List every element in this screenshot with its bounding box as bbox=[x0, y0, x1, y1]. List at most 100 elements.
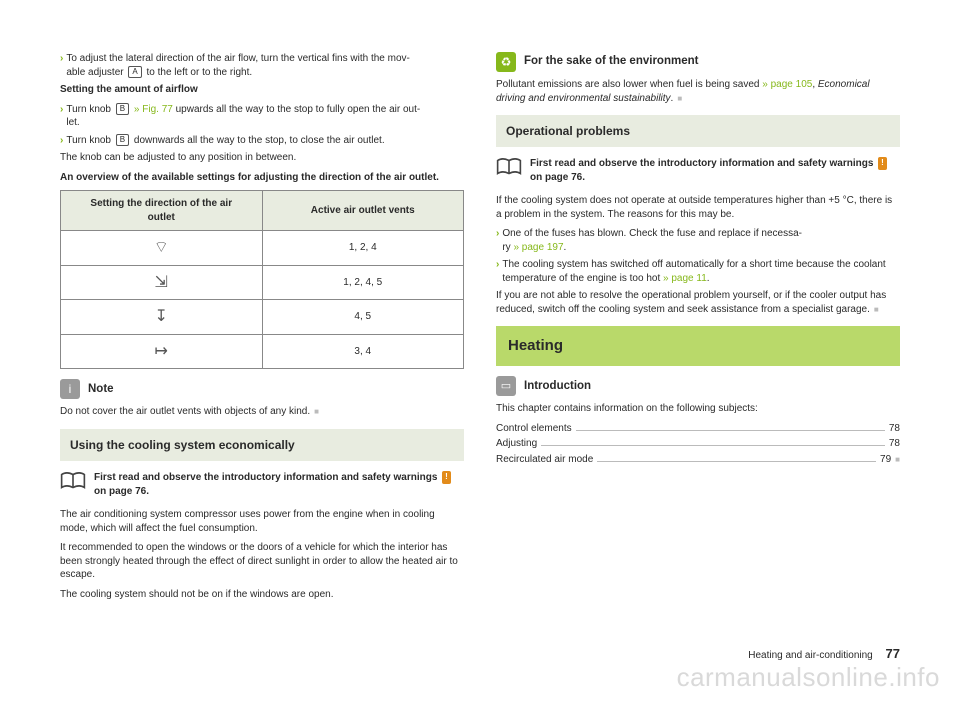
bullet-text: The cooling system has switched off auto… bbox=[502, 258, 900, 285]
keycap-b: B bbox=[116, 103, 129, 115]
body-text: The air conditioning system compressor u… bbox=[60, 508, 464, 535]
page-link[interactable]: » page 11 bbox=[663, 273, 707, 284]
note-text: Do not cover the air outlet vents with o… bbox=[60, 405, 464, 419]
note-title: Note bbox=[88, 382, 114, 398]
toc: Control elements 78 Adjusting 78 Recircu… bbox=[496, 422, 900, 467]
table-head-left: Setting the direction of the air outlet bbox=[61, 191, 263, 231]
text: let. bbox=[66, 117, 79, 128]
toc-page: 79■ bbox=[880, 453, 900, 467]
watermark: carmanualsonline.info bbox=[677, 662, 940, 693]
chapter-name: Heating and air-conditioning bbox=[748, 650, 873, 661]
table-head-right: Active air outlet vents bbox=[262, 191, 464, 231]
bullet-open-outlet: › Turn knob B » Fig. 77 upwards all the … bbox=[60, 103, 464, 130]
table-row: ↧4, 5 bbox=[61, 300, 464, 335]
vent-direction-icon: ⌔ bbox=[61, 231, 263, 266]
section-heating: Heating bbox=[496, 326, 900, 366]
page-link[interactable]: » page 197 bbox=[513, 242, 563, 253]
vent-direction-icon: ↧ bbox=[61, 300, 263, 335]
vent-values: 4, 5 bbox=[262, 300, 464, 335]
body-text: It recommended to open the windows or th… bbox=[60, 541, 464, 582]
read-first-text: First read and observe the introductory … bbox=[530, 157, 900, 184]
text: able adjuster bbox=[66, 67, 126, 78]
right-column: ♻ For the sake of the environment Pollut… bbox=[496, 52, 900, 661]
toc-row: Recirculated air mode 79■ bbox=[496, 453, 900, 467]
toc-row: Adjusting 78 bbox=[496, 437, 900, 451]
text: ry bbox=[502, 242, 513, 253]
text: Turn knob bbox=[66, 104, 113, 115]
text: . bbox=[707, 273, 710, 284]
text: on page 76. bbox=[94, 486, 149, 497]
environment-text: Pollutant emissions are also lower when … bbox=[496, 78, 900, 105]
warning-icon: ! bbox=[442, 471, 451, 484]
table-row: ↦3, 4 bbox=[61, 334, 464, 369]
introduction-header: ▭ Introduction bbox=[496, 376, 900, 396]
text: First read and observe the introductory … bbox=[530, 158, 876, 169]
bullet-close-outlet: › Turn knob B downwards all the way to t… bbox=[60, 134, 464, 148]
vent-values: 1, 2, 4, 5 bbox=[262, 265, 464, 300]
book-icon bbox=[60, 471, 86, 491]
arrow-icon: › bbox=[496, 258, 499, 285]
overview-heading: An overview of the available settings fo… bbox=[60, 171, 464, 185]
text: First read and observe the introductory … bbox=[94, 472, 440, 483]
text: downwards all the way to the stop, to cl… bbox=[131, 135, 384, 146]
vent-values: 1, 2, 4 bbox=[262, 231, 464, 266]
toc-leader bbox=[576, 430, 885, 431]
bullet-cooling-switched-off: › The cooling system has switched off au… bbox=[496, 258, 900, 285]
toc-page: 78 bbox=[889, 422, 900, 436]
text: to the left or to the right. bbox=[144, 67, 252, 78]
environment-header: ♻ For the sake of the environment bbox=[496, 52, 900, 72]
book-icon bbox=[496, 157, 522, 177]
vent-direction-icon: ⇲ bbox=[61, 265, 263, 300]
read-first-text: First read and observe the introductory … bbox=[94, 471, 464, 498]
toc-label[interactable]: Control elements bbox=[496, 422, 572, 436]
text: . bbox=[564, 242, 567, 253]
text: on page 76. bbox=[530, 172, 585, 183]
text: Turn knob bbox=[66, 135, 113, 146]
keycap-b: B bbox=[116, 134, 129, 146]
toc-label[interactable]: Adjusting bbox=[496, 437, 537, 451]
bullet-text: Turn knob B » Fig. 77 upwards all the wa… bbox=[66, 103, 464, 130]
note-header: i Note bbox=[60, 379, 464, 399]
toc-page: 78 bbox=[889, 437, 900, 451]
text: Do not cover the air outlet vents with o… bbox=[60, 406, 310, 417]
section-cooling-economically: Using the cooling system economically bbox=[60, 429, 464, 461]
text: If you are not able to resolve the opera… bbox=[496, 290, 886, 315]
table-row: ⌔1, 2, 4 bbox=[61, 231, 464, 266]
airflow-heading: Setting the amount of airflow bbox=[60, 83, 464, 97]
toc-leader bbox=[541, 445, 885, 446]
page: › To adjust the lateral direction of the… bbox=[0, 0, 960, 701]
environment-title: For the sake of the environment bbox=[524, 54, 698, 70]
bullet-text: To adjust the lateral direction of the a… bbox=[66, 52, 464, 79]
arrow-icon: › bbox=[60, 52, 63, 79]
endmark-icon: ■ bbox=[895, 455, 900, 464]
body-text: If the cooling system does not operate a… bbox=[496, 194, 900, 221]
warning-icon: ! bbox=[878, 157, 887, 170]
arrow-icon: › bbox=[496, 227, 499, 254]
text: . bbox=[671, 93, 674, 104]
page-link[interactable]: » page 105 bbox=[762, 79, 812, 90]
text: Pollutant emissions are also lower when … bbox=[496, 79, 762, 90]
vent-direction-icon: ↦ bbox=[61, 334, 263, 369]
vent-values: 3, 4 bbox=[262, 334, 464, 369]
read-first-row: First read and observe the introductory … bbox=[496, 157, 900, 184]
fig-link[interactable]: » Fig. 77 bbox=[131, 104, 173, 115]
vents-table: Setting the direction of the air outlet … bbox=[60, 190, 464, 369]
toc-label[interactable]: Recirculated air mode bbox=[496, 453, 593, 467]
bullet-lateral-airflow: › To adjust the lateral direction of the… bbox=[60, 52, 464, 79]
arrow-icon: › bbox=[60, 134, 63, 148]
read-first-row: First read and observe the introductory … bbox=[60, 471, 464, 498]
keycap-a: A bbox=[128, 66, 141, 78]
body-text: If you are not able to resolve the opera… bbox=[496, 289, 900, 316]
endmark-icon: ■ bbox=[874, 305, 879, 314]
info-icon: i bbox=[60, 379, 80, 399]
section-operational-problems: Operational problems bbox=[496, 115, 900, 147]
bullet-fuse-blown: › One of the fuses has blown. Check the … bbox=[496, 227, 900, 254]
page-footer: Heating and air-conditioning 77 bbox=[748, 646, 900, 661]
bullet-text: Turn knob B downwards all the way to the… bbox=[66, 134, 464, 148]
text: To adjust the lateral direction of the a… bbox=[66, 53, 410, 64]
arrow-icon: › bbox=[60, 103, 63, 130]
body-text: The cooling system should not be on if t… bbox=[60, 588, 464, 602]
book-small-icon: ▭ bbox=[496, 376, 516, 396]
text: upwards all the way to the stop to fully… bbox=[173, 104, 420, 115]
introduction-text: This chapter contains information on the… bbox=[496, 402, 900, 416]
